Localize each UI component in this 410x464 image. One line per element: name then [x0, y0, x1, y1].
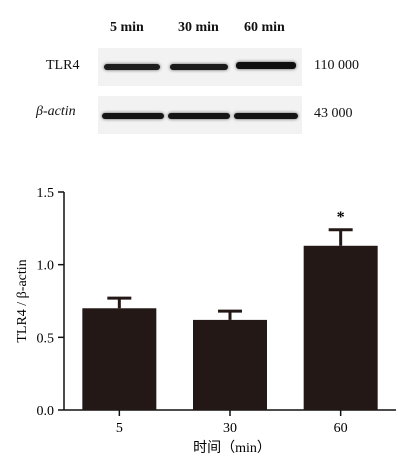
x-tick-label: 60: [334, 421, 348, 436]
bar-30: [193, 319, 267, 410]
lane-label-30min: 30 min: [178, 20, 219, 35]
bar-60: [303, 245, 378, 410]
y-tick-label: 0.0: [37, 404, 55, 419]
mw-label-tlr4: 110 000: [314, 58, 359, 73]
blot-strip-beta-actin: [98, 96, 302, 134]
bar-5: [82, 308, 157, 410]
lane-label-5min: 5 min: [110, 20, 144, 35]
row-label-beta-actin: β-actin: [36, 104, 76, 119]
blot-band-actin-5min: [102, 113, 164, 119]
row-label-tlr4: TLR4: [46, 58, 80, 73]
blot-band-actin-30min: [168, 113, 230, 119]
y-tick-label: 1.0: [37, 259, 55, 274]
y-tick-label: 0.5: [37, 331, 55, 346]
blot-band-tlr4-5min: [104, 64, 160, 70]
western-blot-panel: 5 min 30 min 60 min TLR4 110 000 β-actin…: [0, 0, 410, 160]
blot-band-actin-60min: [234, 113, 298, 119]
blot-band-tlr4-60min: [236, 62, 296, 69]
y-tick-label: 1.5: [37, 186, 55, 201]
significance-marker: *: [337, 209, 345, 226]
x-axis-label: 时间（min）: [193, 440, 271, 456]
bar-chart: 0.0 0.5 1.0 1.5 5 30 60 * 时间（min） TLR4 / β-actin: [15, 186, 396, 456]
y-axis-label: TLR4 / β-actin: [15, 259, 30, 342]
mw-label-beta-actin: 43 000: [314, 106, 353, 121]
blot-band-tlr4-30min: [170, 64, 228, 70]
x-tick-label: 5: [116, 421, 123, 436]
x-tick-label: 30: [223, 421, 237, 436]
blot-strip-tlr4: [98, 48, 302, 86]
lane-label-60min: 60 min: [244, 20, 285, 35]
